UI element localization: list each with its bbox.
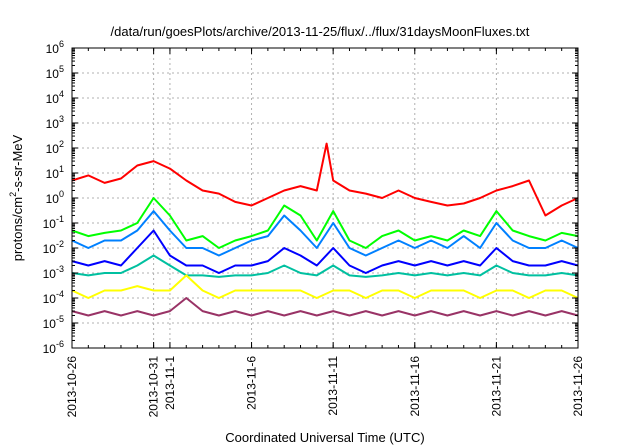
y-tick-label: 10-1 bbox=[43, 214, 64, 231]
series-line bbox=[71, 210, 579, 257]
x-tick-label: 2013-11-1 bbox=[163, 356, 177, 410]
x-tick-label: 2013-11-6 bbox=[245, 356, 259, 410]
y-axis-label-exponent: 2 bbox=[8, 192, 18, 197]
y-tick-label: 10-5 bbox=[43, 314, 64, 331]
y-tick-label: 106 bbox=[46, 39, 64, 56]
y-tick-label: 10-3 bbox=[43, 264, 64, 281]
y-tick-label: 10-6 bbox=[43, 339, 64, 356]
x-axis-label: Coordinated Universal Time (UTC) bbox=[225, 430, 424, 445]
y-tick-label: 105 bbox=[46, 64, 64, 81]
grid bbox=[72, 48, 578, 348]
y-tick-label: 100 bbox=[46, 189, 64, 206]
y-axis-label-part: protons/cm bbox=[10, 197, 25, 261]
y-tick-label: 104 bbox=[46, 89, 64, 106]
chart-title: /data/run/goesPlots/archive/2013-11-25/f… bbox=[111, 24, 530, 39]
y-tick-label: 103 bbox=[46, 114, 64, 131]
series-line bbox=[71, 297, 579, 317]
y-tick-label: 101 bbox=[46, 164, 64, 181]
series-line bbox=[71, 229, 579, 274]
x-tick-label: 2013-10-31 bbox=[147, 356, 161, 418]
y-tick-label: 10-4 bbox=[43, 289, 64, 306]
x-axis: 2013-10-26 2013-10-31 2013-11-1 2013-11-6 20… bbox=[65, 48, 585, 417]
y-tick-label: 10-2 bbox=[43, 239, 64, 256]
y-axis-label-part: -s-sr-MeV bbox=[10, 134, 25, 191]
x-tick-label: 2013-11-11 bbox=[326, 356, 340, 416]
x-tick-label: 2013-11-26 bbox=[571, 356, 585, 417]
x-tick-label: 2013-11-21 bbox=[489, 356, 503, 417]
series-line bbox=[71, 142, 579, 217]
x-tick-label: 2013-11-16 bbox=[408, 356, 422, 417]
series-line bbox=[71, 254, 579, 278]
series-line bbox=[71, 197, 579, 249]
y-axis-label: protons/cm2-s-sr-MeV bbox=[8, 134, 25, 261]
y-tick-label: 102 bbox=[46, 139, 64, 156]
x-tick-label: 2013-10-26 bbox=[65, 356, 79, 418]
series-line bbox=[71, 274, 579, 299]
series-group bbox=[71, 142, 579, 317]
